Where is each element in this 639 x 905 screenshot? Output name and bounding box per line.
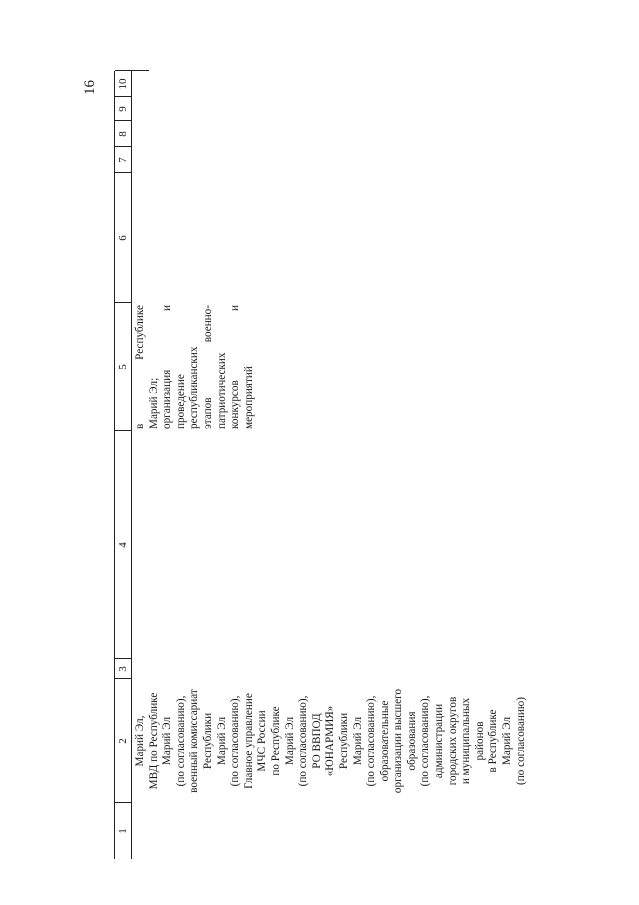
text-line: районов (473, 721, 486, 761)
text-fragment: и (229, 305, 242, 311)
text-fragment: в (134, 423, 146, 429)
text-line: МВД по Республике (147, 692, 160, 790)
text-fragment: этапов (201, 397, 214, 429)
text-line: РО ВВПОД (310, 713, 323, 769)
header-col-9: 9 (117, 106, 129, 112)
page-number: 16 (82, 80, 98, 95)
text-line: Марий Эл, (134, 715, 146, 767)
column-divider (115, 658, 131, 659)
text-line: Марий Эл (351, 716, 364, 766)
header-col-5: 5 (117, 364, 129, 370)
event-description-cell: в Республике Марий Эл; организация и про… (134, 305, 256, 429)
column-divider (115, 430, 131, 431)
text-line: образовательные (378, 700, 391, 782)
responsible-parties-cell: Марий Эл, МВД по Республике Марий Эл (по со… (134, 681, 528, 801)
text-line: Марий Эл (501, 716, 514, 766)
text-line: по Республике (269, 706, 282, 776)
text-line: Республики (337, 712, 350, 770)
header-col-8: 8 (117, 131, 129, 137)
text-fragment: организация (161, 369, 174, 429)
column-divider (115, 302, 131, 303)
data-table: 1 2 3 4 5 6 7 8 9 10 Марий Эл, МВД по Рес… (114, 70, 635, 859)
column-divider (115, 146, 131, 147)
text-line: республиканских (188, 346, 201, 429)
header-col-2: 2 (117, 738, 129, 744)
text-fragment: конкурсов (229, 380, 242, 429)
column-divider (115, 120, 131, 121)
text-line: и муниципальных (460, 697, 473, 785)
table-header-row: 1 2 3 4 5 6 7 8 9 10 (115, 71, 132, 859)
header-col-7: 7 (117, 157, 129, 163)
text-line: (по согласованию), (365, 695, 378, 787)
text-line: образования (405, 711, 418, 771)
text-line: Главное управление (242, 693, 255, 789)
text-line: «ЮНАРМИЯ» (324, 705, 337, 777)
text-line: (по согласованию) (514, 697, 527, 785)
header-col-3: 3 (117, 666, 129, 672)
header-col-1: 1 (117, 828, 129, 834)
text-line: Марий Эл; (147, 377, 160, 429)
header-col-6: 6 (117, 235, 129, 241)
text-line: военный комиссариат (188, 689, 201, 793)
text-line: (по согласованию), (297, 695, 310, 787)
text-fragment: и (161, 305, 174, 311)
text-line: в Республике (487, 709, 500, 773)
text-line: (по согласованию), (229, 695, 242, 787)
text-fragment: военно- (201, 305, 214, 343)
text-line: Республики (201, 712, 214, 770)
text-line: организации высшего (392, 688, 405, 794)
header-col-10: 10 (117, 78, 129, 90)
text-line: проведение (174, 374, 187, 429)
column-divider (115, 172, 131, 173)
text-line: администрации (433, 703, 446, 779)
text-fragment: Республике (134, 305, 146, 360)
text-line: (по согласованию), (419, 695, 432, 787)
table-right-edge (115, 70, 149, 71)
text-line: городских округов (446, 696, 459, 786)
column-divider (115, 96, 131, 97)
header-col-4: 4 (117, 542, 129, 548)
column-divider (115, 802, 131, 803)
text-line: Марий Эл (283, 716, 296, 766)
text-line: Марий Эл (215, 716, 228, 766)
text-line: Марий Эл (161, 716, 174, 766)
text-line: мероприятий (242, 366, 255, 429)
text-line: патриотических (215, 352, 228, 429)
text-line: (по согласованию), (174, 695, 187, 787)
column-divider (115, 678, 131, 679)
text-line: МЧС России (256, 710, 269, 772)
